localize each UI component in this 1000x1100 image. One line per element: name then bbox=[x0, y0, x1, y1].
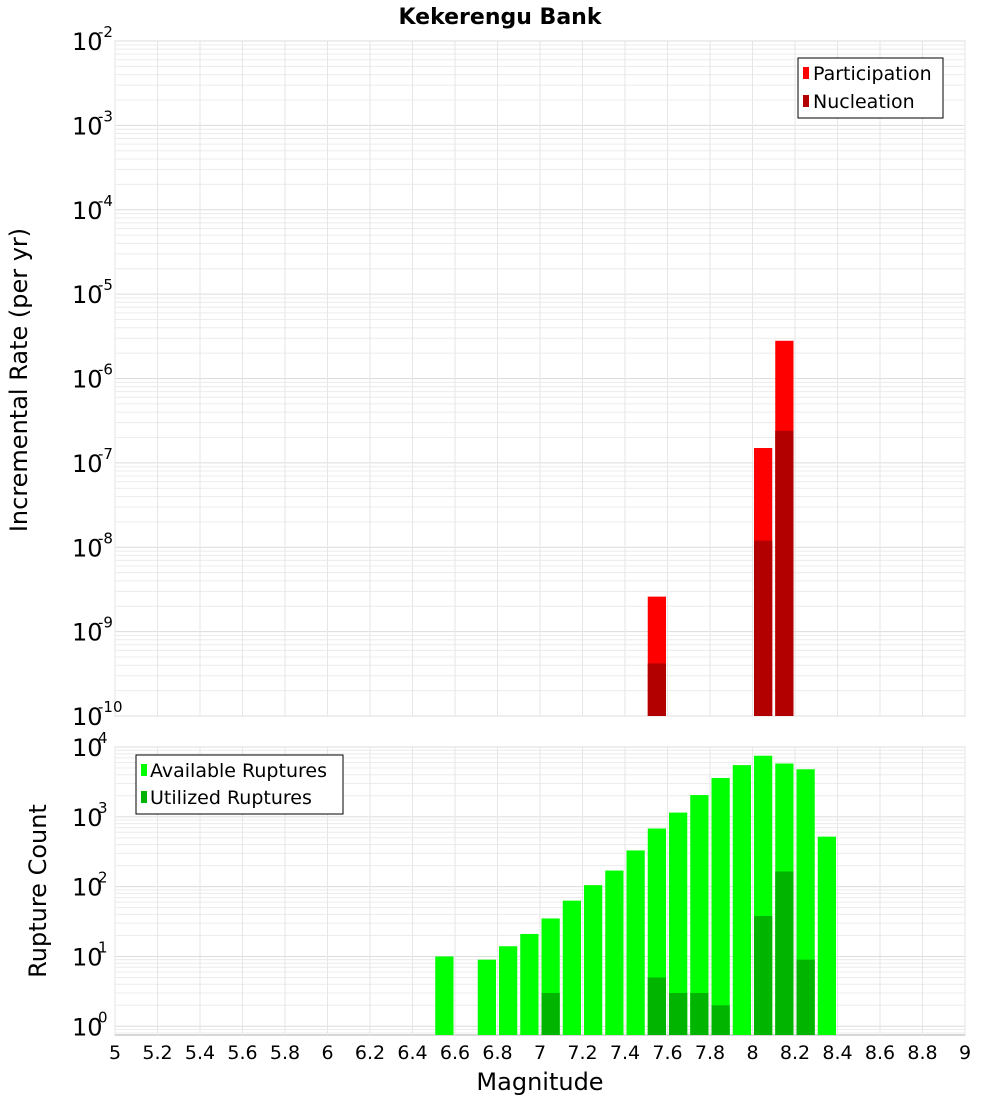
bar-available-ruptures bbox=[605, 870, 624, 1035]
y-tick-label: 10 bbox=[72, 197, 103, 225]
bar-available-ruptures bbox=[626, 850, 645, 1035]
x-tick-label: 6.4 bbox=[397, 1042, 427, 1064]
x-tick-label: 5.6 bbox=[227, 1042, 257, 1064]
y-tick-exponent: 3 bbox=[98, 799, 108, 817]
bar-available-ruptures bbox=[732, 765, 751, 1035]
x-tick-label: 7 bbox=[534, 1042, 546, 1064]
bar-utilized-ruptures bbox=[541, 992, 560, 1035]
bar-available-ruptures bbox=[435, 956, 454, 1035]
x-axis-label: Magnitude bbox=[476, 1068, 603, 1096]
y-tick-label: 10 bbox=[72, 1013, 103, 1041]
x-tick-label: 7.4 bbox=[610, 1042, 640, 1064]
y-tick-label: 10 bbox=[72, 874, 103, 902]
y-tick-label: 10 bbox=[72, 943, 103, 971]
bar-utilized-ruptures bbox=[669, 992, 688, 1035]
y-tick-exponent: 4 bbox=[98, 729, 108, 747]
top-panel: 10-210-310-410-510-610-710-810-910-10 In… bbox=[5, 23, 966, 731]
bar-available-ruptures bbox=[690, 795, 709, 1035]
x-tick-label: 6.8 bbox=[482, 1042, 512, 1064]
x-tick-label: 9 bbox=[959, 1042, 971, 1064]
top-y-ticks: 10-210-310-410-510-610-710-810-910-10 bbox=[72, 23, 123, 731]
bar-available-ruptures bbox=[584, 885, 603, 1035]
x-tick-label: 5.2 bbox=[142, 1042, 172, 1064]
bar-available-ruptures bbox=[669, 812, 688, 1035]
y-tick-exponent: -3 bbox=[98, 107, 113, 125]
x-tick-label: 8.6 bbox=[865, 1042, 895, 1064]
x-tick-label: 7.6 bbox=[652, 1042, 682, 1064]
x-tick-label: 8.4 bbox=[822, 1042, 852, 1064]
y-tick-exponent: 2 bbox=[98, 869, 108, 887]
y-tick-exponent: -4 bbox=[98, 192, 113, 210]
y-tick-label: 10 bbox=[72, 703, 103, 731]
y-tick-exponent: -9 bbox=[98, 614, 113, 632]
legend-label-nucleation: Nucleation bbox=[813, 91, 915, 113]
y-tick-label: 10 bbox=[72, 281, 103, 309]
bar-nucleation bbox=[775, 430, 794, 716]
legend-swatch-nucleation bbox=[803, 95, 809, 107]
bar-available-ruptures bbox=[562, 900, 581, 1035]
x-tick-label: 7.2 bbox=[567, 1042, 597, 1064]
y-tick-label: 10 bbox=[72, 804, 103, 832]
y-tick-exponent: -7 bbox=[98, 445, 113, 463]
top-legend: Participation Nucleation bbox=[797, 57, 944, 119]
bottom-bars bbox=[435, 755, 836, 1035]
y-tick-label: 10 bbox=[72, 366, 103, 394]
top-legend-box bbox=[797, 57, 944, 119]
y-tick-label: 10 bbox=[72, 112, 103, 140]
y-tick-label: 10 bbox=[72, 734, 103, 762]
legend-label-participation: Participation bbox=[813, 63, 932, 85]
bar-nucleation bbox=[647, 663, 666, 716]
top-bars bbox=[647, 340, 794, 716]
x-tick-label: 6.2 bbox=[355, 1042, 385, 1064]
x-tick-label: 8 bbox=[746, 1042, 758, 1064]
chart-title: Kekerengu Bank bbox=[399, 5, 603, 30]
bar-utilized-ruptures bbox=[754, 915, 773, 1035]
y-tick-label: 10 bbox=[72, 619, 103, 647]
x-tick-label: 8.2 bbox=[780, 1042, 810, 1064]
legend-label-utilized: Utilized Ruptures bbox=[150, 787, 312, 809]
y-tick-label: 10 bbox=[72, 534, 103, 562]
x-tick-label: 8.8 bbox=[907, 1042, 937, 1064]
y-tick-exponent: 1 bbox=[98, 938, 108, 956]
y-tick-exponent: -2 bbox=[98, 23, 113, 41]
y-tick-exponent: -10 bbox=[98, 698, 123, 716]
y-tick-exponent: 0 bbox=[98, 1008, 108, 1026]
x-ticks: 5 5.2 5.4 5.6 5.8 6 6.2 6.4 6.6 6.8 7 7.2 7.4 7.6 7.8 8… bbox=[109, 1042, 971, 1064]
legend-swatch-participation bbox=[803, 67, 809, 79]
top-grid bbox=[114, 40, 966, 717]
bar-utilized-ruptures bbox=[796, 959, 815, 1035]
bar-available-ruptures bbox=[711, 777, 730, 1035]
x-tick-label: 5.4 bbox=[185, 1042, 215, 1064]
legend-swatch-available bbox=[141, 764, 147, 776]
bar-available-ruptures bbox=[520, 933, 539, 1035]
x-tick-label: 5 bbox=[109, 1042, 121, 1064]
x-tick-label: 7.8 bbox=[695, 1042, 725, 1064]
x-tick-label: 5.8 bbox=[270, 1042, 300, 1064]
legend-label-available: Available Ruptures bbox=[150, 760, 327, 782]
bar-utilized-ruptures bbox=[775, 871, 794, 1035]
bar-available-ruptures bbox=[477, 959, 496, 1035]
bottom-legend: Available Ruptures Utilized Ruptures bbox=[135, 754, 344, 815]
y-tick-exponent: -5 bbox=[98, 276, 113, 294]
bar-available-ruptures bbox=[817, 836, 836, 1035]
bottom-legend-box bbox=[135, 754, 344, 815]
y-tick-exponent: -8 bbox=[98, 529, 113, 547]
legend-swatch-utilized bbox=[141, 791, 147, 803]
bar-nucleation bbox=[754, 540, 773, 716]
x-tick-label: 6 bbox=[321, 1042, 333, 1064]
y-tick-label: 10 bbox=[72, 28, 103, 56]
bar-available-ruptures bbox=[499, 946, 518, 1035]
y-tick-exponent: -6 bbox=[98, 361, 113, 379]
bar-utilized-ruptures bbox=[690, 992, 709, 1035]
bottom-y-axis-label: Rupture Count bbox=[24, 804, 52, 978]
top-y-axis-label: Incremental Rate (per yr) bbox=[5, 228, 33, 532]
y-tick-label: 10 bbox=[72, 450, 103, 478]
bar-utilized-ruptures bbox=[711, 1005, 730, 1035]
bar-utilized-ruptures bbox=[647, 977, 666, 1035]
x-tick-label: 6.6 bbox=[440, 1042, 470, 1064]
